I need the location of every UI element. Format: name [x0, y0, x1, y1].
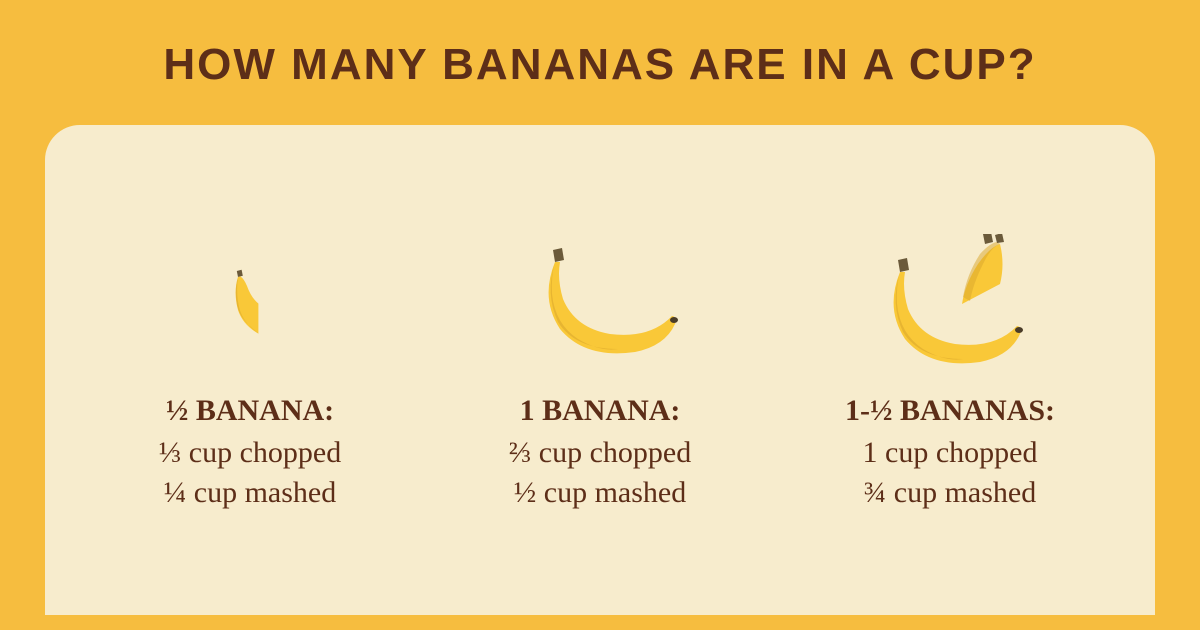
column-one-half-banana: 1-½ BANANAS: 1 cup chopped ¾ cup mashed [777, 234, 1124, 516]
mashed-onehalf: ¾ cup mashed [864, 476, 1036, 510]
heading-one: 1 BANANA: [520, 394, 681, 428]
content-panel: ½ BANANA: ⅓ cup chopped ¼ cup mashed 1 B… [45, 125, 1155, 615]
heading-onehalf: 1-½ BANANAS: [845, 394, 1055, 428]
half-banana-icon [190, 234, 310, 364]
column-half-banana: ½ BANANA: ⅓ cup chopped ¼ cup mashed [77, 234, 424, 516]
chopped-half: ⅓ cup chopped [159, 436, 341, 470]
page-title: HOW MANY BANANAS ARE IN A CUP? [45, 40, 1155, 90]
heading-half: ½ BANANA: [166, 394, 334, 428]
column-one-banana: 1 BANANA: ⅔ cup chopped ½ cup mashed [427, 234, 774, 516]
chopped-onehalf: 1 cup chopped [863, 436, 1038, 470]
one-banana-icon [500, 234, 700, 364]
mashed-one: ½ cup mashed [514, 476, 686, 510]
one-half-banana-icon [840, 234, 1060, 364]
infographic-container: HOW MANY BANANAS ARE IN A CUP? ½ BANANA:… [0, 0, 1200, 630]
mashed-half: ¼ cup mashed [164, 476, 336, 510]
chopped-one: ⅔ cup chopped [509, 436, 691, 470]
